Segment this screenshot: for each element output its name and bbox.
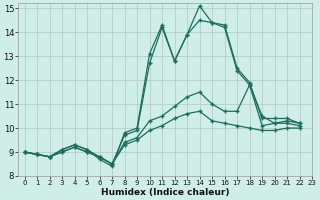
X-axis label: Humidex (Indice chaleur): Humidex (Indice chaleur) xyxy=(101,188,229,197)
